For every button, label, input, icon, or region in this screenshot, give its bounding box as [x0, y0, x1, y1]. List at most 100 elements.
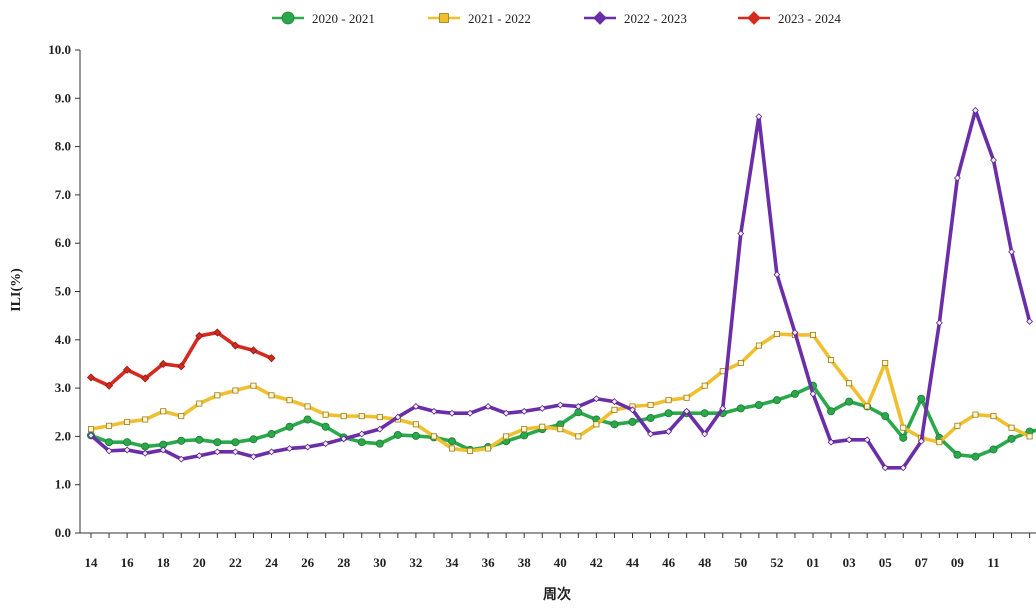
- data-point: [647, 402, 654, 409]
- data-point: [755, 342, 762, 349]
- data-point: [375, 439, 384, 448]
- y-tick-label: 1.0: [55, 477, 71, 492]
- data-point: [701, 382, 708, 389]
- data-point: [195, 331, 204, 341]
- data-point: [719, 368, 726, 375]
- data-point: [105, 438, 114, 447]
- data-point: [665, 428, 673, 436]
- data-point: [123, 446, 131, 454]
- data-point: [846, 380, 853, 387]
- data-point: [124, 418, 131, 425]
- x-axis-title: 周次: [543, 586, 571, 603]
- data-point: [882, 359, 889, 366]
- data-point: [106, 422, 113, 429]
- data-point: [267, 429, 276, 438]
- data-point: [574, 403, 582, 410]
- legend-label: 2022 - 2023: [624, 11, 687, 26]
- y-tick-label: 0.0: [55, 525, 71, 540]
- y-tick-label: 9.0: [55, 90, 71, 105]
- data-point: [611, 406, 618, 413]
- data-point: [448, 409, 456, 417]
- legend-label: 2023 - 2024: [778, 11, 841, 26]
- data-point: [394, 413, 402, 421]
- series-line: [89, 330, 274, 388]
- legend-item: 2021 - 2022: [428, 11, 531, 26]
- data-point: [448, 445, 455, 452]
- x-tick-label: 44: [626, 555, 640, 570]
- x-tick-label: 22: [229, 555, 242, 570]
- data-point: [304, 403, 311, 410]
- data-point: [285, 422, 294, 431]
- data-point: [521, 426, 528, 433]
- data-point: [159, 359, 168, 369]
- x-tick-label: 42: [590, 555, 603, 570]
- y-tick-label: 10.0: [48, 42, 71, 57]
- data-point: [358, 430, 366, 438]
- data-point: [213, 328, 222, 337]
- legend-swatch-marker: [281, 11, 295, 25]
- x-tick-label: 14: [85, 555, 99, 570]
- data-point: [683, 394, 690, 401]
- data-point: [665, 397, 672, 404]
- data-point: [864, 403, 871, 410]
- data-point: [412, 403, 420, 410]
- series-2022-2023: [87, 106, 1034, 472]
- data-point: [321, 422, 330, 431]
- x-tick-label: 28: [337, 555, 351, 570]
- data-point: [593, 421, 600, 428]
- data-point: [520, 431, 529, 440]
- data-point: [719, 404, 727, 412]
- legend-label: 2021 - 2022: [468, 11, 531, 26]
- y-axis: 0.0 1.0 2.0 3.0 4.0 5.0 6.0 7.0 8.0 9.0 10.0: [48, 42, 81, 540]
- data-point: [484, 403, 492, 410]
- y-tick-label: 6.0: [55, 235, 71, 250]
- x-tick-label: 46: [662, 555, 676, 570]
- y-tick-label: 5.0: [55, 284, 71, 299]
- data-point: [917, 394, 926, 403]
- x-tick-label: 11: [987, 555, 999, 570]
- series-line: [89, 108, 1032, 470]
- data-point: [755, 113, 763, 121]
- y-tick-label: 3.0: [55, 380, 71, 395]
- x-tick-label: 32: [409, 555, 422, 570]
- data-point: [213, 448, 221, 456]
- chart-legend: 2020 - 2021 2021 - 2022 2022 - 2023 2023 - …: [272, 11, 841, 26]
- data-point: [899, 433, 908, 442]
- x-tick-label: 26: [301, 555, 315, 570]
- data-point: [556, 401, 564, 409]
- data-point: [592, 395, 600, 403]
- y-tick-label: 7.0: [55, 187, 71, 202]
- data-point: [629, 406, 636, 414]
- data-point: [990, 413, 997, 420]
- data-point: [340, 413, 347, 420]
- legend-item: 2023 - 2024: [738, 11, 841, 26]
- data-point: [485, 445, 492, 452]
- data-point: [196, 400, 203, 407]
- data-point: [267, 354, 276, 363]
- data-point: [231, 448, 239, 456]
- data-point: [1008, 248, 1015, 256]
- data-point: [322, 411, 329, 418]
- y-axis-title: ILI(%): [9, 268, 24, 312]
- data-point: [575, 433, 582, 440]
- data-point: [1026, 433, 1033, 440]
- data-point: [611, 398, 618, 406]
- data-point: [628, 417, 637, 426]
- data-point: [232, 387, 239, 394]
- x-tick-label: 09: [951, 555, 965, 570]
- data-point: [881, 464, 889, 472]
- data-point: [736, 404, 745, 413]
- data-point: [917, 437, 925, 445]
- x-tick-label: 01: [807, 555, 820, 570]
- data-point: [954, 422, 961, 429]
- data-point: [827, 407, 836, 416]
- data-point: [231, 438, 240, 447]
- data-point: [539, 423, 546, 430]
- data-point: [935, 319, 943, 327]
- data-point: [160, 408, 167, 415]
- data-point: [953, 450, 962, 459]
- x-tick-label: 48: [698, 555, 712, 570]
- data-point: [881, 412, 890, 421]
- data-point: [250, 382, 257, 389]
